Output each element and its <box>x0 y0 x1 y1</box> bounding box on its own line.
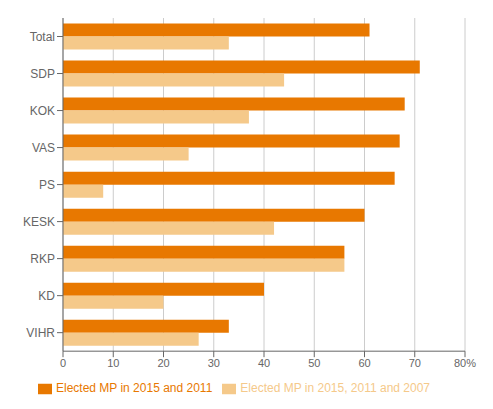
html-text:Elected MP in 2015, 2011 and 2: Elected MP in 2015, 2011 and 2007 <box>240 381 430 396</box>
svg-text:RKP: RKP <box>30 252 55 266</box>
svg-text:PS: PS <box>39 178 55 192</box>
svg-text:40: 40 <box>258 357 270 369</box>
svg-text:VAS: VAS <box>32 141 55 155</box>
svg-text:KD: KD <box>38 289 55 303</box>
svg-text:20: 20 <box>157 357 169 369</box>
svg-text:Total: Total <box>30 30 55 44</box>
svg-text:80%: 80% <box>454 357 476 369</box>
svg-text:KOK: KOK <box>30 104 55 118</box>
svg-text:0: 0 <box>60 357 66 369</box>
svg-text:KESK: KESK <box>23 215 55 229</box>
svg-text:70: 70 <box>409 357 421 369</box>
html-text:Elected MP in 2015 and 2011: Elected MP in 2015 and 2011 <box>56 381 213 396</box>
svg-text:VIHR: VIHR <box>26 326 55 340</box>
svg-text:60: 60 <box>358 357 370 369</box>
svg-text:30: 30 <box>208 357 220 369</box>
svg-text:50: 50 <box>308 357 320 369</box>
svg-text:SDP: SDP <box>30 67 55 81</box>
svg-text:10: 10 <box>107 357 119 369</box>
